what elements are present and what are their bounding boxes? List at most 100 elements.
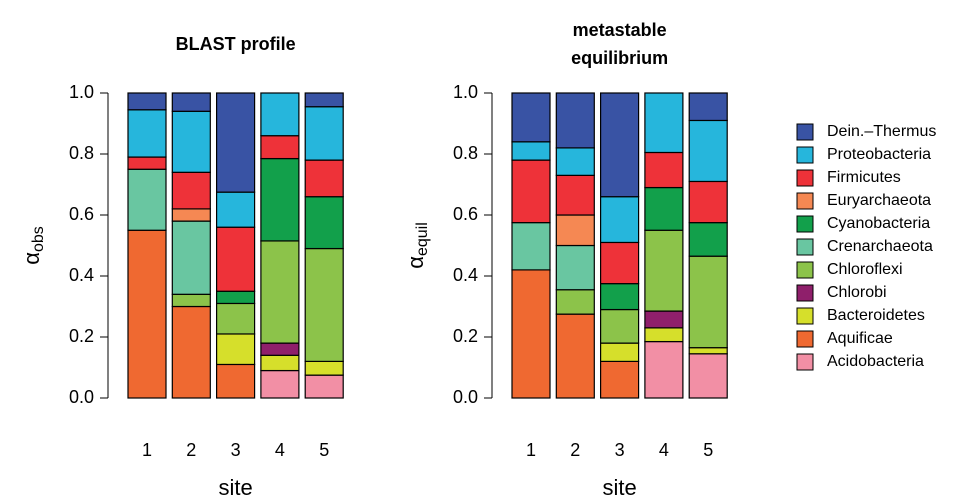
bar-segment	[599, 308, 640, 344]
bar-segment	[599, 360, 640, 399]
y-axis-label: αobs	[19, 226, 47, 265]
legend-swatch	[796, 123, 814, 141]
bar-segment	[511, 222, 551, 271]
legend-swatch	[796, 169, 814, 187]
legend-swatch	[796, 284, 814, 302]
x-tick-label: 1	[142, 440, 152, 460]
bar-segment	[260, 135, 300, 160]
y-tick-label: 1.0	[453, 82, 478, 102]
bar-segment	[216, 226, 256, 292]
bar-segment	[688, 353, 728, 399]
bar-segment	[304, 159, 344, 198]
bar-segment	[304, 360, 344, 376]
x-tick-label: 3	[231, 440, 241, 460]
legend-swatch	[796, 330, 814, 348]
bar-segment	[511, 92, 551, 143]
y-label-subscript: obs	[30, 226, 47, 252]
bar-segment	[127, 92, 167, 111]
bar-segment	[599, 241, 640, 285]
bar-segment	[216, 92, 256, 193]
bar-segment	[260, 92, 300, 137]
bar-segment	[216, 333, 256, 366]
bar-segment	[260, 342, 300, 356]
bar-segment	[555, 289, 595, 315]
bar-segment	[688, 92, 728, 122]
legend-label: Proteobacteria	[827, 146, 931, 163]
bar-segment	[511, 159, 551, 224]
legend-swatch	[796, 238, 814, 256]
bar-segment	[688, 180, 728, 224]
y-tick-label: 0.0	[453, 387, 478, 407]
legend-swatch	[796, 353, 814, 371]
bar-segment	[260, 369, 300, 399]
x-tick-label: 2	[186, 440, 196, 460]
x-tick-label: 4	[659, 440, 669, 460]
bar-segment	[171, 220, 211, 295]
chart-title: equilibrium	[571, 48, 668, 68]
y-tick-label: 0.4	[69, 265, 94, 285]
bar-segment	[644, 186, 684, 231]
x-axis-label: site	[602, 475, 636, 500]
legend-label: Chloroflexi	[827, 261, 903, 278]
legend-swatch	[796, 192, 814, 210]
bar-segment	[688, 119, 728, 183]
y-label-subscript: equil	[414, 222, 431, 256]
bar-segment	[171, 92, 211, 112]
bar-segment	[555, 244, 595, 291]
legend-label: Crenarchaeota	[827, 238, 933, 255]
y-tick-label: 0.8	[453, 143, 478, 163]
y-axis-label: αequil	[403, 222, 431, 269]
y-tick-label: 0.6	[69, 204, 94, 224]
bar-segment	[688, 222, 728, 257]
y-tick-label: 0.4	[453, 265, 478, 285]
bar-segment	[216, 363, 256, 399]
bar-segment	[304, 247, 344, 363]
y-tick-label: 0.8	[69, 143, 94, 163]
legend-swatch	[796, 215, 814, 233]
bar-segment	[555, 147, 595, 176]
legend-label: Aquificae	[827, 330, 893, 347]
bar-segment	[644, 92, 684, 154]
x-tick-label: 5	[703, 440, 713, 460]
legend-label: Bacteroidetes	[827, 307, 925, 324]
bar-segment	[127, 168, 167, 231]
y-tick-label: 0.0	[69, 387, 94, 407]
x-tick-label: 2	[570, 440, 580, 460]
bar-segment	[127, 229, 167, 399]
bar-segment	[555, 214, 595, 247]
bar-segment	[688, 347, 728, 355]
bar-segment	[216, 302, 256, 335]
legend-swatch	[796, 261, 814, 279]
bar-segment	[599, 92, 640, 198]
bar-segment	[555, 313, 595, 399]
bar-segment	[171, 305, 211, 399]
legend-label: Euryarchaeota	[827, 192, 931, 209]
x-tick-label: 1	[526, 440, 536, 460]
bar-segment	[555, 92, 595, 149]
bar-segment	[644, 229, 684, 312]
bar-segment	[304, 196, 344, 250]
y-tick-label: 1.0	[69, 82, 94, 102]
bar-segment	[171, 171, 211, 210]
y-label-symbol: α	[19, 252, 44, 265]
bar-segment	[171, 208, 211, 222]
bar-segment	[127, 156, 167, 170]
legend-label: Cyanobacteria	[827, 215, 930, 232]
bar-segment	[304, 92, 344, 108]
x-tick-label: 5	[319, 440, 329, 460]
y-label-symbol: α	[403, 256, 428, 269]
bar-segment	[644, 340, 684, 399]
bar-segment	[260, 354, 300, 372]
bar-segment	[260, 240, 300, 344]
x-tick-label: 3	[615, 440, 625, 460]
x-axis-label: site	[218, 475, 252, 500]
bar-segment	[599, 196, 640, 244]
bar-segment	[511, 141, 551, 161]
chart-title: metastable	[573, 20, 667, 40]
bar-segment	[644, 327, 684, 343]
x-tick-label: 4	[275, 440, 285, 460]
bar-segment	[644, 310, 684, 329]
y-tick-label: 0.6	[453, 204, 478, 224]
